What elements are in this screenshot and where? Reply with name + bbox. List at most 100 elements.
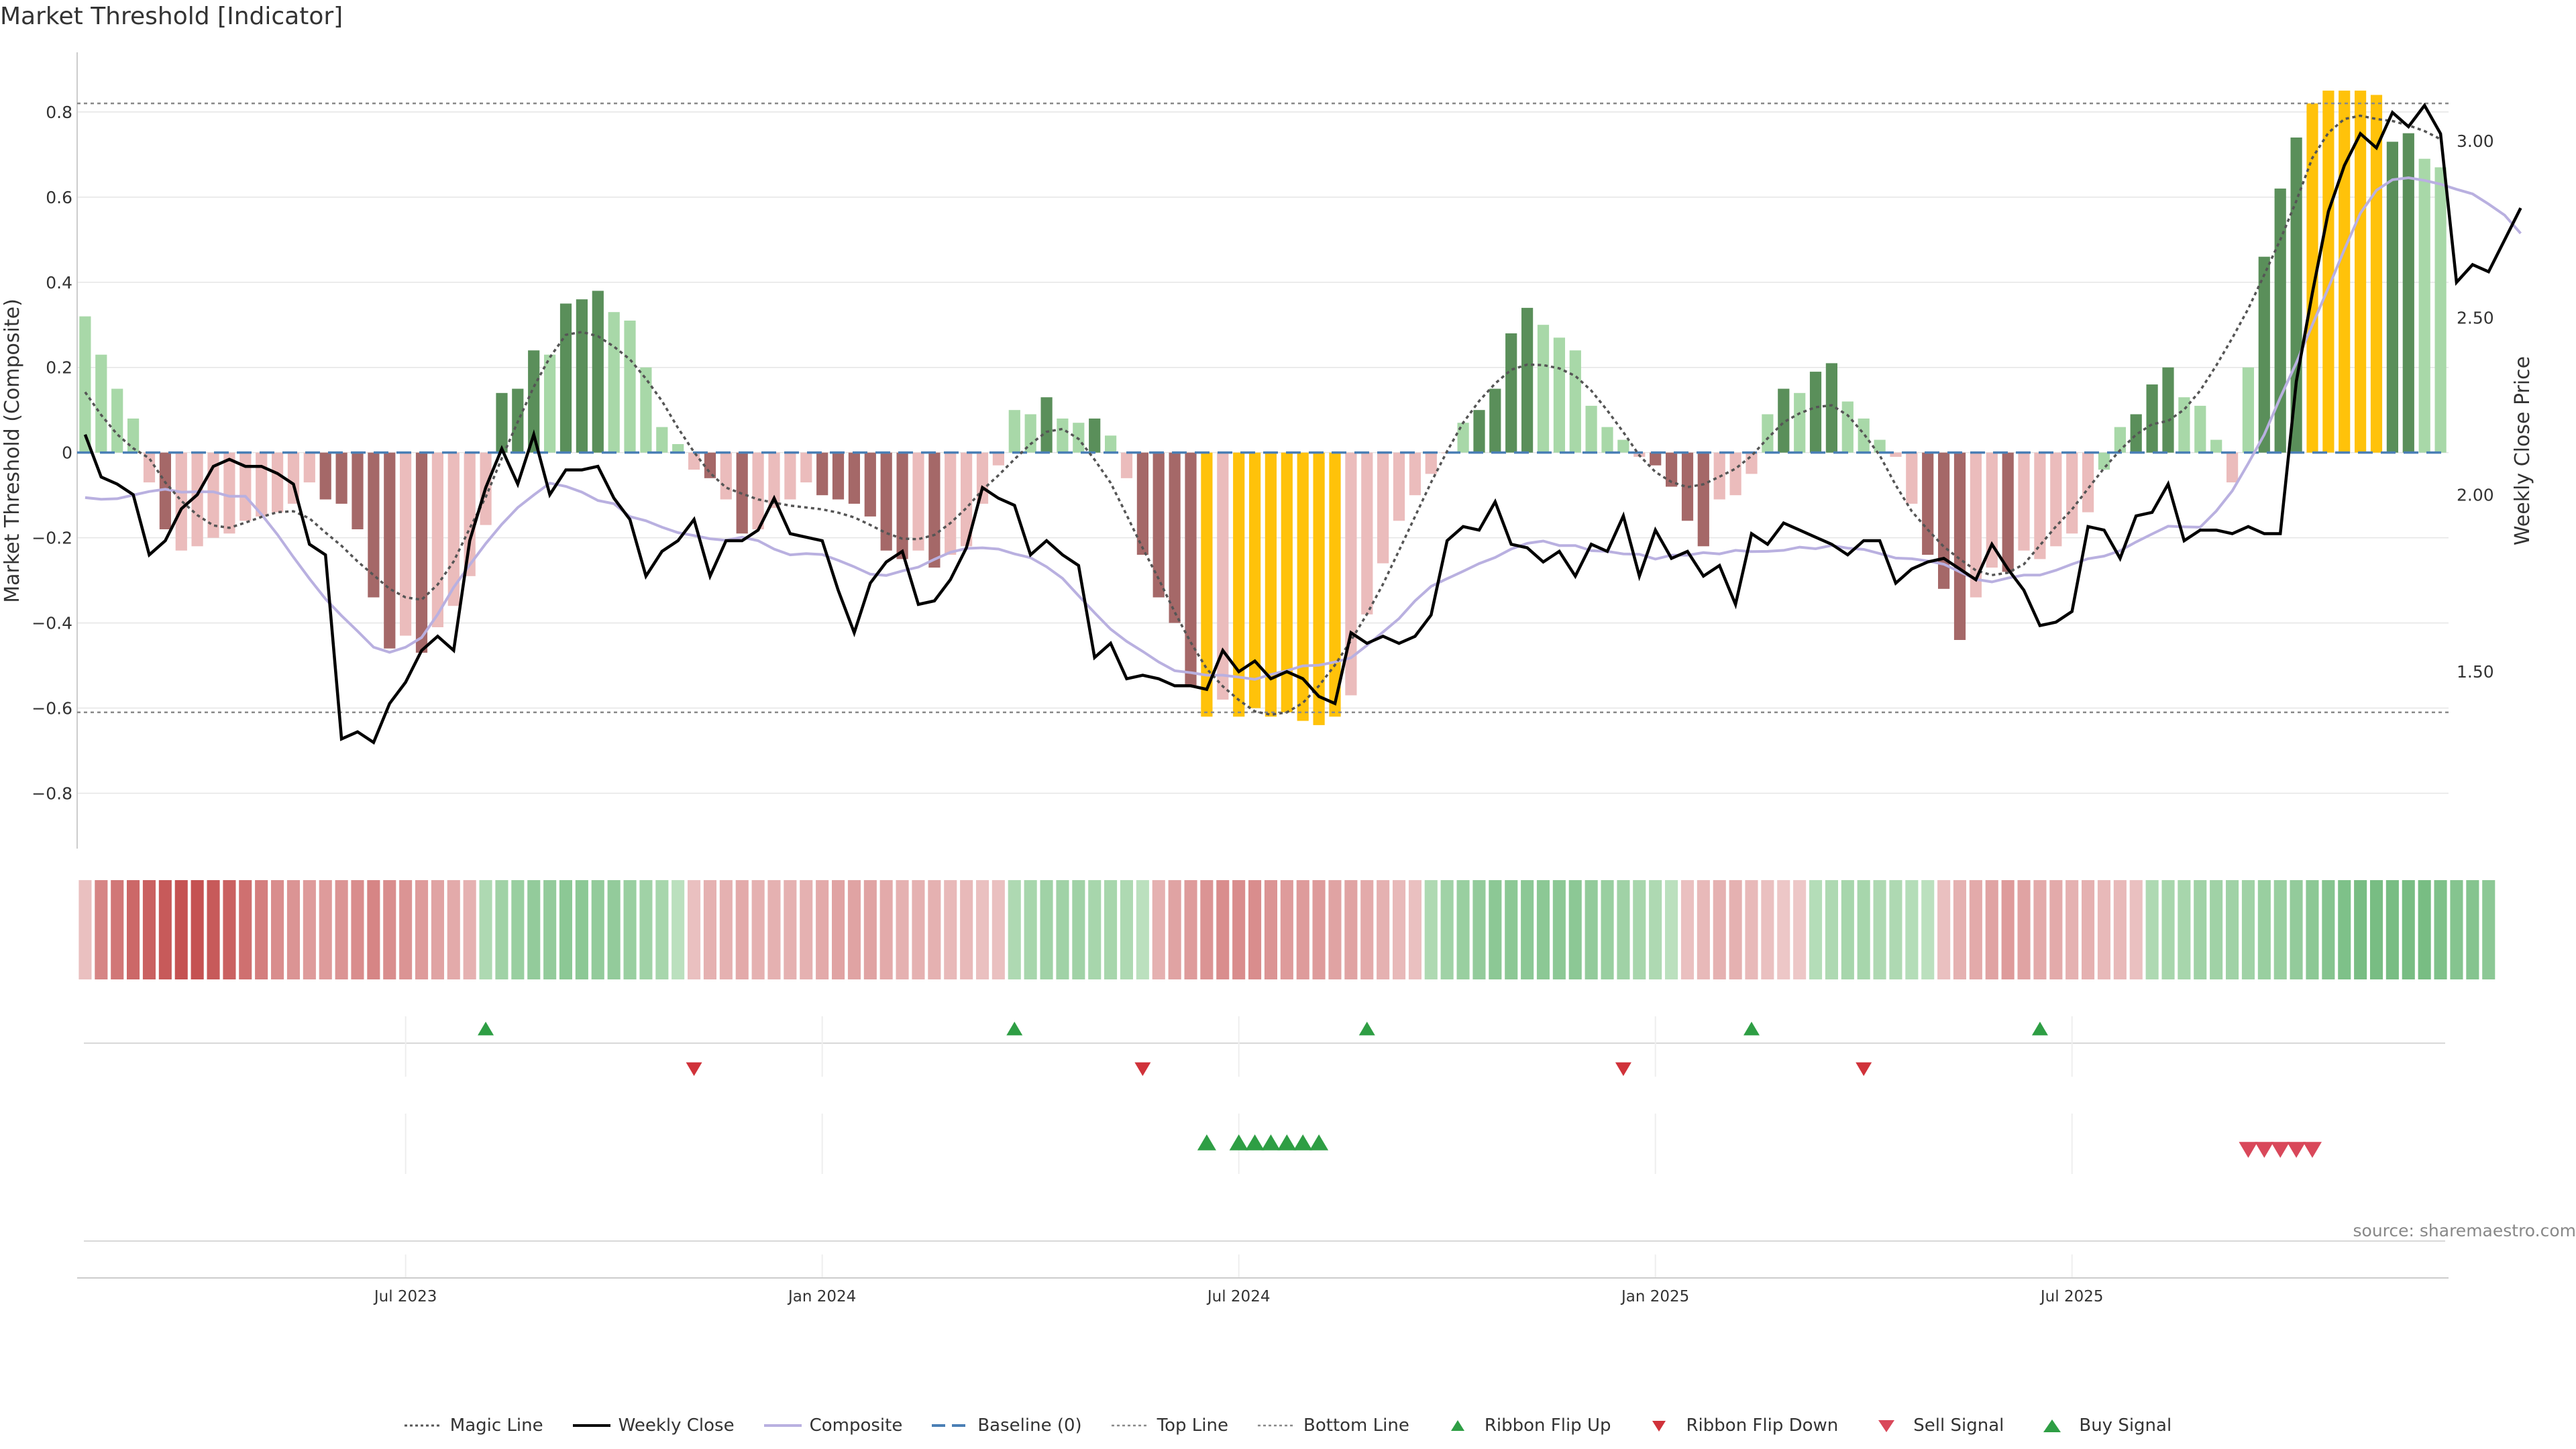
ribbon-segment [463,880,476,979]
ribbon-segment [672,880,685,979]
composite-bar [1473,410,1485,453]
ribbon-segment [1825,880,1838,979]
ribbon-segment [1889,880,1902,979]
ribbon-segment [944,880,957,979]
ribbon-segment [2402,880,2415,979]
ribbon-segment [111,880,124,979]
composite-bar [368,452,380,598]
sell-signal-marker [2255,1142,2274,1158]
composite-bar [496,392,508,453]
ribbon-segment [559,880,572,979]
ribbon-segment [2273,880,2287,979]
ribbon-segment [800,880,813,979]
composite-bar [1008,410,1020,453]
ribbon-segment [832,880,845,979]
composite-bar [143,452,156,483]
buy-signal-marker [1261,1134,1281,1150]
buy-signal-marker [1293,1134,1313,1150]
composite-bar [2002,452,2014,572]
ribbon-segment [2338,880,2351,979]
xtick-label: Jul 2024 [1206,1288,1271,1305]
ribbon-segment [431,880,444,979]
ribbon-segment [2418,880,2431,979]
ribbon-segment [976,880,989,979]
ribbon-segment [1296,880,1309,979]
composite-bar [319,452,331,500]
ribbon-segment [2434,880,2447,979]
ribbon-segment [1472,880,1486,979]
ribbon-segment [1377,880,1390,979]
composite-bar [464,452,476,576]
ribbon-segment [767,880,781,979]
composite-bar [1681,452,1694,521]
composite-bar [2034,452,2046,559]
composite-bar [2306,103,2318,453]
ribbon-segment [1328,880,1342,979]
ribbon-segment [1921,880,1935,979]
ribbon-segment [1120,880,1133,979]
composite-bar [1666,452,1678,487]
ribbon-segment [127,880,140,979]
composite-bar [1393,452,1405,521]
composite-bar [191,452,203,547]
legend-label: Baseline (0) [977,1415,1082,1436]
legend-item-close: Weekly Close [572,1415,735,1436]
ribbon-segment [1745,880,1758,979]
ribbon-segment [1953,880,1966,979]
ribbon-segment [1905,880,1919,979]
ribbon-segment [1312,880,1326,979]
composite-bar [159,452,171,529]
legend-label: Ribbon Flip Up [1484,1415,1611,1436]
ribbon-segment [2306,880,2319,979]
ribbon-flip-down-marker [1615,1062,1631,1076]
ribbon-segment [511,880,525,979]
composite-bar [1040,397,1053,453]
legend-swatch-topline-icon [1111,1424,1149,1427]
ribbon-segment [2370,880,2383,979]
legend-swatch-bottomline-icon [1258,1424,1295,1427]
ribbon-segment [719,880,733,979]
ribbon-segment [2113,880,2127,979]
ribbon-segment [1665,880,1678,979]
ribbon-segment [1969,880,1982,979]
composite-bar [945,452,957,555]
composite-bar [1297,452,1309,721]
composite-bar [992,452,1004,466]
composite-bar [2146,384,2158,453]
composite-bar [1746,452,1758,474]
ytick-label: 0.8 [46,103,72,122]
composite-bar [175,452,187,551]
composite-bar [79,316,91,453]
composite-bar [2290,138,2302,453]
composite-bar [1105,435,1117,453]
composite-bar [752,452,764,529]
composite-bar [352,452,364,529]
legend-item-baseline: Baseline (0) [932,1415,1082,1436]
ytick-right-label: 1.50 [2457,662,2494,682]
legend-swatch-sell-icon [1878,1420,1895,1432]
ribbon-segment [2017,880,2031,979]
y-axis-right-label: Weekly Close Price [2511,356,2534,545]
composite-bar [880,452,892,551]
legend-item-magic: Magic Line [404,1415,543,1436]
composite-bar [1890,452,1902,457]
legend-swatch-magic-icon [404,1424,442,1427]
ribbon-segment [1552,880,1566,979]
composite-bar [896,452,908,559]
composite-bar [1152,452,1165,598]
composite-bar [2018,452,2030,551]
ribbon-segment [223,880,236,979]
ribbon-segment [1761,880,1774,979]
ribbon-segment [142,880,156,979]
composite-bar [1970,452,1982,598]
composite-bar [1489,388,1501,453]
ribbon-segment [527,880,541,979]
ribbon-segment [1088,880,1102,979]
ribbon-segment [1680,880,1694,979]
ribbon-segment [1697,880,1710,979]
chart-title: Market Threshold [Indicator] [0,3,343,30]
ribbon-segment [1200,880,1214,979]
ribbon-segment [95,880,108,979]
composite-bar [1217,452,1229,700]
ribbon-segment [399,880,413,979]
